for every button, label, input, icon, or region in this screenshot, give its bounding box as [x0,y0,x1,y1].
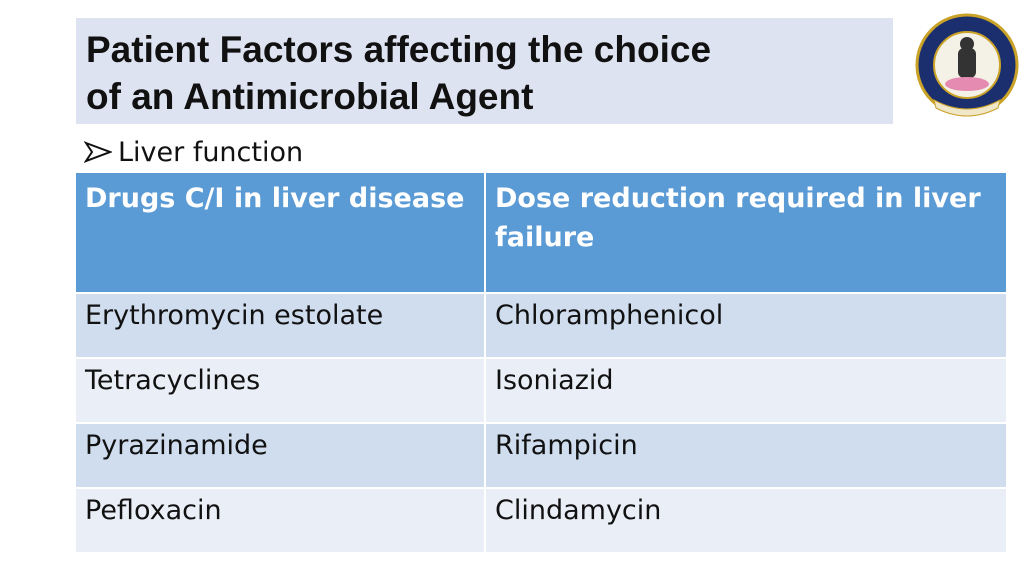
cell: Rifampicin [485,423,1008,489]
column-header: Drugs C/I in liver disease [76,173,486,294]
logo [915,13,1019,117]
cell: Pyrazinamide [76,423,486,489]
cell: Tetracyclines [76,358,486,424]
bullet-arrow [84,141,112,163]
title-line: Patient Factors affecting the choice [86,29,712,70]
title-line: of an Antimicrobial Agent [86,76,534,117]
bullet: Liver function [84,134,303,170]
table: Drugs C/I in liver disease Dose reductio… [76,173,1008,554]
cell: Pefloxacin [76,488,486,554]
title-box: Patient Factors affecting the choice of … [76,18,893,124]
cell: Erythromycin estolate [76,293,486,359]
cell: Isoniazid [485,358,1008,424]
column-header: Dose reduction required in liver failure [485,173,1008,294]
bullet-text: Liver function [118,136,304,168]
cell: Chloramphenicol [485,293,1008,359]
cell: Clindamycin [485,488,1008,554]
